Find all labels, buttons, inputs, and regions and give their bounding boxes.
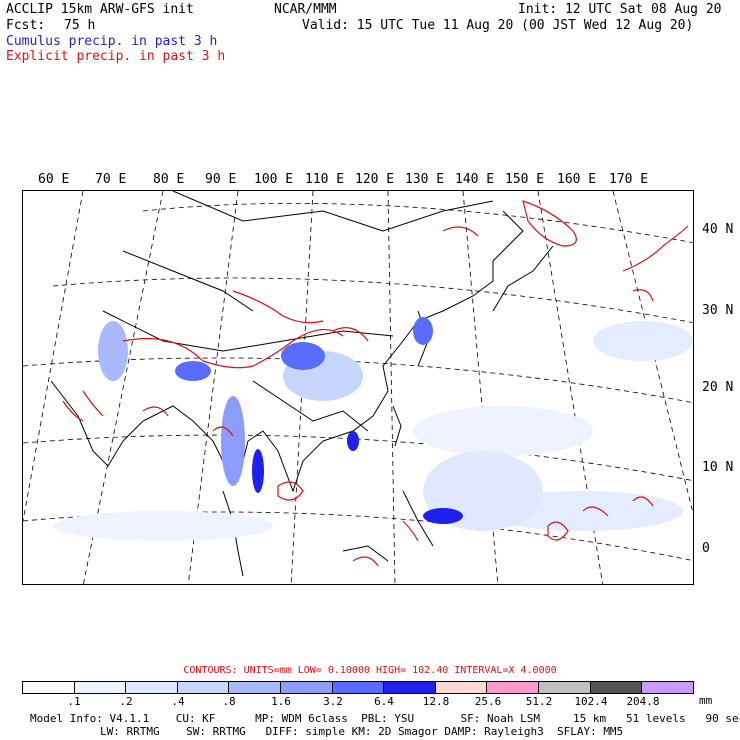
lat-label: 20 N	[702, 380, 734, 395]
lon-label: 60 E	[38, 172, 70, 187]
scale-tick: 3.2	[323, 695, 343, 708]
lon-label: 140 E	[455, 172, 495, 187]
lon-label: 150 E	[505, 172, 545, 187]
explicit-legend: Explicit precip. in past 3 h	[6, 49, 226, 64]
scale-tick: 6.4	[374, 695, 394, 708]
lon-label: 70 E	[95, 172, 127, 187]
color-scale	[22, 681, 694, 694]
scale-swatch	[435, 682, 488, 693]
scale-swatch	[539, 682, 591, 693]
scale-swatch	[281, 682, 333, 693]
scale-swatch	[384, 682, 436, 693]
lon-label: 160 E	[557, 172, 597, 187]
lon-label: 100 E	[254, 172, 294, 187]
lat-label: 40 N	[702, 222, 734, 237]
organization-label: NCAR/MMM	[274, 2, 337, 17]
forecast-hours: 75 h	[64, 18, 96, 33]
forecast-label: Fcst:	[6, 18, 46, 33]
lon-label: 120 E	[355, 172, 395, 187]
scale-tick: 12.8	[422, 695, 450, 708]
scale-tick: 102.4	[574, 695, 608, 708]
lon-label: 80 E	[153, 172, 185, 187]
scale-swatch	[23, 682, 75, 693]
contours-info: CONTOURS: UNITS=mm LOW= 0.10000 HIGH= 10…	[183, 665, 557, 676]
model-info-line1: Model Info: V4.1.1 CU: KF MP: WDM 6class…	[30, 712, 740, 725]
scale-tick: .8	[222, 695, 236, 708]
scale-tick: .2	[119, 695, 133, 708]
lat-label: 10 N	[702, 460, 734, 475]
lat-label: 30 N	[702, 303, 734, 318]
scale-tick: 51.2	[525, 695, 553, 708]
scale-swatch	[74, 682, 127, 693]
scale-tick: .1	[67, 695, 81, 708]
cumulus-legend: Cumulus precip. in past 3 h	[6, 34, 218, 49]
scale-tick: 204.8	[626, 695, 660, 708]
scale-swatch	[126, 682, 178, 693]
scale-tick: 1.6	[271, 695, 291, 708]
precipitation-map	[22, 190, 694, 585]
lon-label: 170 E	[609, 172, 649, 187]
scale-swatch	[642, 682, 693, 693]
lon-label: 90 E	[205, 172, 237, 187]
scale-units: mm	[699, 694, 713, 707]
scale-swatch	[590, 682, 643, 693]
scale-swatch	[229, 682, 282, 693]
map-title: ACCLIP 15km ARW-GFS init	[6, 2, 194, 17]
scale-swatch	[487, 682, 540, 693]
scale-swatch	[332, 682, 385, 693]
lon-label: 130 E	[405, 172, 445, 187]
init-time: Init: 12 UTC Sat 08 Aug 20	[518, 2, 722, 17]
cumulus-precip	[53, 317, 693, 541]
explicit-precip	[62, 200, 689, 567]
scale-tick: 25.6	[474, 695, 502, 708]
lat-label: 0	[702, 541, 710, 556]
scale-swatch	[177, 682, 230, 693]
map-canvas	[23, 191, 693, 584]
lon-label: 110 E	[305, 172, 345, 187]
valid-time: Valid: 15 UTC Tue 11 Aug 20 (00 JST Wed …	[302, 18, 694, 33]
scale-tick: .4	[171, 695, 185, 708]
model-info-line2: LW: RRTMG SW: RRTMG DIFF: simple KM: 2D …	[100, 725, 624, 738]
